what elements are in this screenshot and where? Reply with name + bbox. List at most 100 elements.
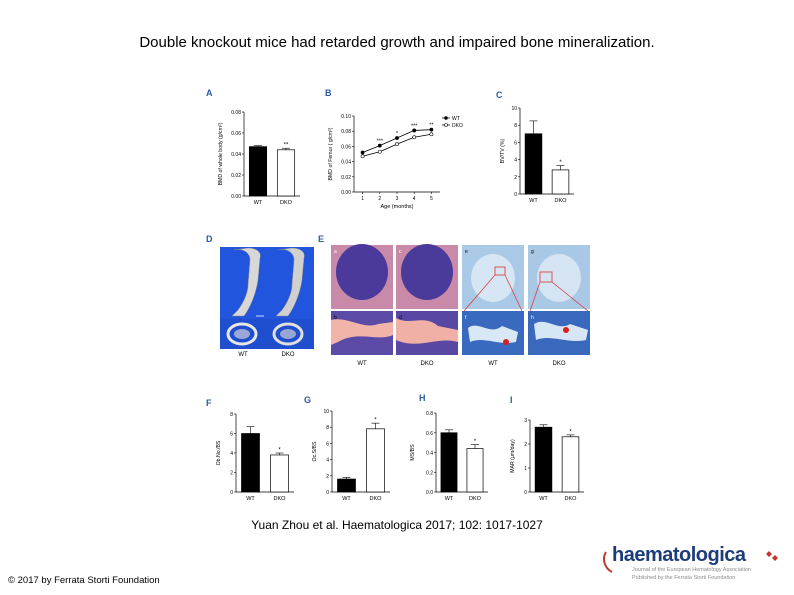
significance-g-1: *: [374, 418, 377, 424]
logo-tagline-1: Journal of the European Hematology Assoc…: [632, 567, 751, 573]
ytick-label-i-1: 1: [524, 466, 527, 472]
xtick-label-g-1: DKO: [370, 496, 383, 502]
ytick-label-f-2: 4: [230, 451, 233, 457]
significance-b-2: *: [396, 131, 399, 137]
panel-label-a: A: [206, 88, 213, 98]
panel-label-d: D: [206, 234, 213, 244]
ytick-label-a-4: 0.08: [231, 110, 241, 116]
xtick-label-c-1: DKO: [555, 198, 568, 204]
logo-swoosh-icon: [603, 551, 778, 573]
marrow-g: [537, 254, 581, 302]
section-dko-inner: [280, 329, 296, 339]
histology-sublabel-c: c: [399, 249, 402, 255]
ytick-label-a-1: 0.02: [231, 173, 241, 179]
bar-g-wt: [337, 478, 356, 493]
ytick-label-h-2: 0.4: [426, 451, 433, 457]
ylabel-b: BMD of Femur ( g/cm²): [328, 127, 334, 180]
zoom-line-g1: [529, 281, 541, 312]
xtick-label-a-0: WT: [254, 200, 263, 206]
xtick-label-a-1: DKO: [280, 200, 293, 206]
ylabel-g: Oc.S/BS: [312, 441, 318, 461]
section-wt-inner: [234, 329, 250, 339]
bar-c-wt: [524, 133, 543, 195]
ytick-label-i-2: 2: [524, 442, 527, 448]
panel-label-c: C: [496, 90, 503, 100]
ylabel-h: MS/BS: [410, 444, 416, 461]
panel-label-b: B: [325, 88, 332, 98]
section-wt-shape: [226, 322, 258, 346]
ytick-label-g-1: 2: [326, 474, 329, 480]
figure: A B C D E F G H I 0.00 0.02 0.04 0.06 0.08 BM…: [198, 80, 596, 508]
xtick-label-b-0: 1: [361, 196, 364, 202]
ytick-label-f-3: 6: [230, 432, 233, 438]
zoom-box-g: [539, 271, 553, 283]
bar-a-dko: [276, 149, 296, 197]
xtick-label-i-0: WT: [539, 496, 548, 502]
xtick-label-g-0: WT: [342, 496, 351, 502]
trabecula-h: [534, 321, 588, 341]
bar-c-dko: [551, 169, 570, 195]
ytick-label-b-0: 0.00: [341, 190, 351, 196]
ytick-label-g-2: 4: [326, 458, 329, 464]
ylabel-f: Ob.No./BS: [216, 440, 222, 465]
significance-a-1: **: [284, 143, 289, 149]
femur-wt-shape: [231, 247, 261, 317]
citation: Yuan Zhou et al. Haematologica 2017; 102…: [251, 518, 543, 532]
ytick-label-c-3: 6: [514, 140, 517, 146]
ytick-label-b-1: 0.02: [341, 175, 351, 181]
trabecula-f: [468, 325, 518, 343]
bar-h-wt: [440, 432, 458, 493]
xtick-label-b-3: 4: [413, 196, 416, 202]
ytick-label-h-3: 0.6: [426, 431, 433, 437]
zoom-line-e2: [504, 274, 523, 312]
xtick-label-i-1: DKO: [565, 496, 578, 502]
bar-f-dko: [270, 454, 289, 493]
legend-label-b-0: WT: [452, 116, 460, 122]
ytick-label-f-0: 0: [230, 490, 233, 496]
bar-f-wt: [241, 433, 260, 493]
ytick-label-i-0: 0: [524, 490, 527, 496]
logo-wordmark: haematologica: [612, 544, 746, 566]
microct-label-wt: WT: [238, 352, 248, 358]
journal-logo: haematologica Journal of the European He…: [600, 544, 785, 584]
histology-xlabel-dko-2: DKO: [552, 361, 565, 367]
ytick-label-b-2: 0.04: [341, 160, 351, 166]
bar-i-dko: [561, 436, 580, 493]
point-b-dko-4: [429, 132, 434, 137]
histology-xlabel-wt-2: WT: [488, 361, 498, 367]
ytick-label-g-3: 6: [326, 441, 329, 447]
trap-stain-f: [503, 339, 509, 345]
histology-sublabel-g: g: [531, 249, 534, 255]
histology-sublabel-e: e: [465, 249, 468, 255]
ylabel-c: BV/TV (%): [500, 138, 506, 163]
bar-g-dko: [366, 428, 385, 493]
xtick-label-f-1: DKO: [274, 496, 287, 502]
logo-tagline-2: Published by the Ferrata Storti Foundati…: [632, 575, 736, 581]
significance-h-1: *: [474, 439, 477, 445]
chart-i: 0 1 2 3 MAR (μm/day) WT * DKO: [510, 418, 584, 502]
chart-g: 0 2 4 6 8 10 Oc.S/BS WT * DKO: [312, 409, 390, 502]
point-b-dko-2: [395, 142, 399, 147]
histology-xlabel-wt-1: WT: [357, 361, 367, 367]
ytick-label-i-3: 3: [524, 418, 527, 424]
microct-panel: WT DKO: [220, 247, 314, 358]
ytick-label-g-0: 0: [326, 490, 329, 496]
chart-h: 0.0 0.2 0.4 0.6 0.8 MS/BS WT * DKO: [410, 411, 488, 502]
trabecula-b: [331, 319, 393, 345]
zoom-box-e: [494, 266, 506, 276]
significance-b-4: **: [429, 123, 434, 129]
xtick-label-h-1: DKO: [469, 496, 482, 502]
point-b-wt-0: [360, 150, 365, 155]
xtick-label-b-4: 5: [430, 196, 433, 202]
panel-label-i: I: [510, 395, 513, 405]
significance-f-1: *: [278, 448, 281, 454]
significance-c-1: *: [559, 160, 562, 166]
zoom-line-e1: [463, 274, 496, 312]
trap-stain-h: [563, 327, 569, 333]
histology-sublabel-d: d: [399, 315, 402, 321]
ytick-label-f-4: 8: [230, 412, 233, 418]
xtick-label-b-2: 3: [396, 196, 399, 202]
ytick-label-a-3: 0.06: [231, 131, 241, 137]
histology-sublabel-f: f: [465, 315, 467, 321]
panel-label-f: F: [206, 398, 212, 408]
